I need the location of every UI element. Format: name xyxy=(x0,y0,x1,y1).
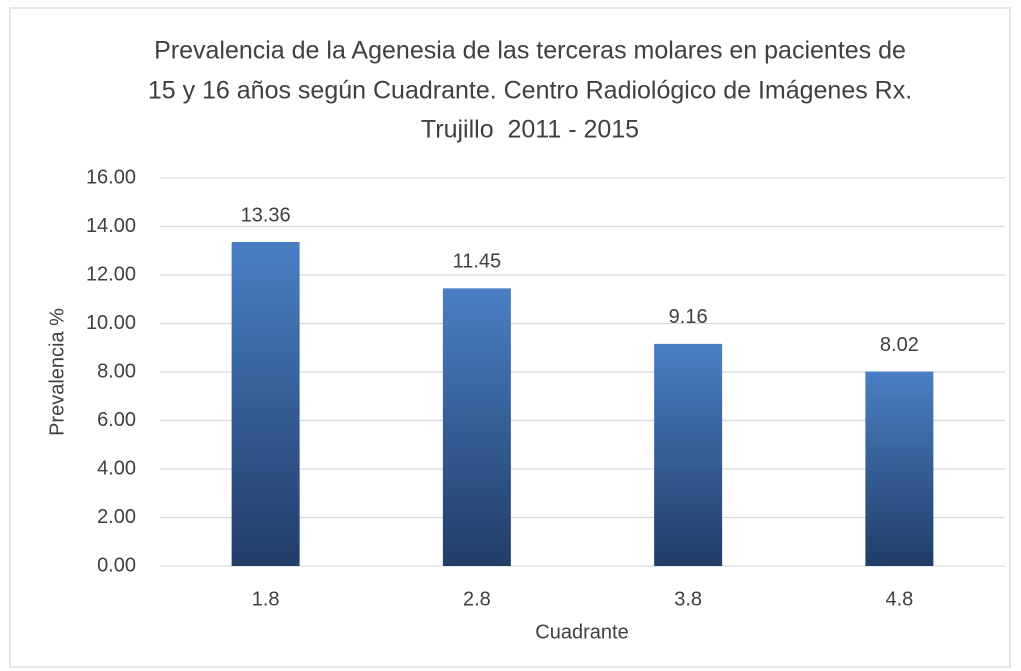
x-tick-label: 1.8 xyxy=(252,588,280,610)
y-tick-label: 8.00 xyxy=(97,360,136,382)
chart-title: Trujillo 2011 - 2015 xyxy=(421,116,639,144)
bar xyxy=(231,242,300,566)
y-tick-label: 4.00 xyxy=(97,457,136,479)
chart-title: Prevalencia de la Agenesia de las tercer… xyxy=(154,37,906,65)
bar xyxy=(654,343,723,566)
x-tick-label: 2.8 xyxy=(463,588,491,610)
y-tick-label: 2.00 xyxy=(97,506,136,528)
chart-title: 15 y 16 años según Cuadrante. Centro Rad… xyxy=(148,77,912,105)
y-tick-label: 6.00 xyxy=(97,409,136,431)
data-label: 8.02 xyxy=(880,334,919,356)
y-tick-label: 10.00 xyxy=(86,312,136,334)
y-tick-label: 14.00 xyxy=(86,215,136,237)
x-tick-label: 4.8 xyxy=(885,588,913,610)
data-label: 13.36 xyxy=(241,204,291,226)
y-tick-label: 16.00 xyxy=(86,166,136,188)
y-axis-label: Prevalencia % xyxy=(46,308,68,436)
data-label: 11.45 xyxy=(453,251,502,273)
bar xyxy=(442,288,511,566)
y-tick-label: 12.00 xyxy=(86,263,136,285)
bar xyxy=(865,371,934,566)
x-axis-label: Cuadrante xyxy=(535,621,628,643)
data-label: 9.16 xyxy=(669,306,708,328)
x-tick-label: 3.8 xyxy=(674,588,702,610)
y-tick-label: 0.00 xyxy=(97,554,136,576)
